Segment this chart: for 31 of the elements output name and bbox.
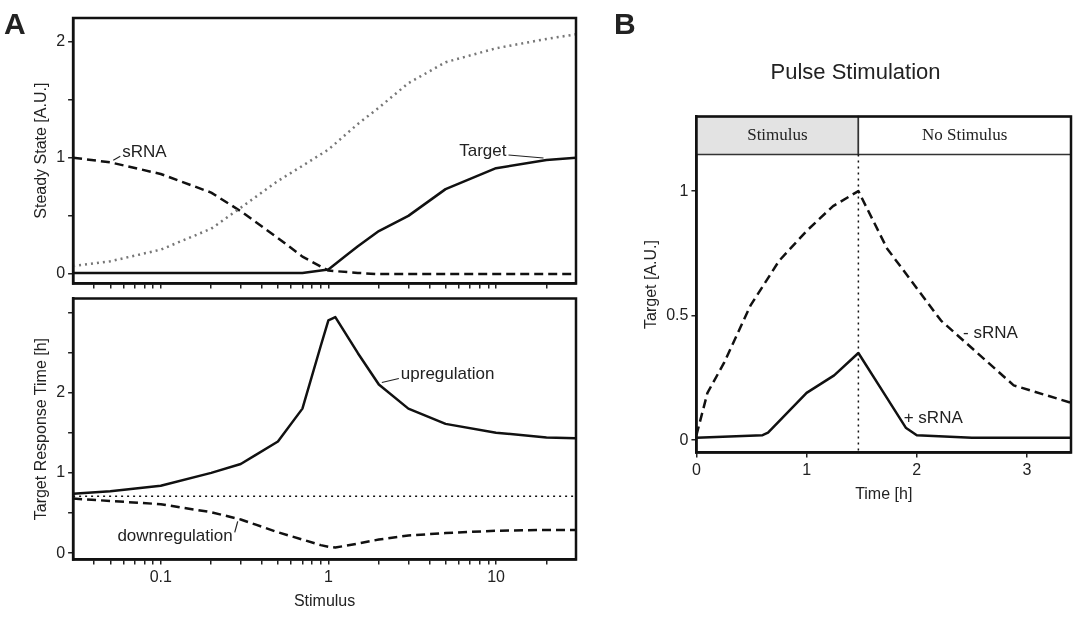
band-label: Stimulus: [747, 124, 808, 144]
x-tick-label: 1: [323, 567, 333, 585]
x-tick-label: 0.1: [149, 567, 172, 585]
x-axis-title: Stimulus: [293, 591, 356, 609]
y-tick-label: 1: [56, 148, 66, 166]
x-tick-label: 2: [912, 460, 922, 478]
y-tick-label: 0: [56, 543, 66, 561]
y-tick-label: 0: [679, 430, 689, 448]
y-tick-label: 0: [56, 264, 66, 282]
y-tick-label: 1: [679, 181, 689, 199]
x-tick-label: 3: [1022, 460, 1032, 478]
y-tick-label: 0.5: [666, 306, 689, 324]
band-label: No Stimulus: [921, 124, 1008, 144]
annotation: upregulation: [400, 364, 495, 384]
y-tick-label: 2: [56, 382, 66, 400]
x-axis-title: Time [h]: [855, 484, 913, 502]
x-tick-label: 0: [691, 460, 701, 478]
y-axis-title: Target Response Time [h]: [32, 337, 50, 521]
y-axis-title: Steady State [A.U.]: [32, 82, 50, 219]
chart-title: Pulse Stimulation: [770, 59, 941, 85]
text: B: [614, 7, 636, 41]
annotation: sRNA: [122, 142, 168, 162]
y-axis-title: Target [A.U.]: [642, 240, 660, 329]
y-tick-label: 2: [56, 31, 66, 49]
annotation: downregulation: [117, 526, 233, 546]
annotation: Target: [459, 140, 507, 160]
annotation: - sRNA: [963, 323, 1019, 343]
x-tick-label: 10: [487, 567, 506, 585]
text: A: [4, 7, 26, 41]
annotation: + sRNA: [903, 407, 964, 427]
x-tick-label: 1: [802, 460, 812, 478]
